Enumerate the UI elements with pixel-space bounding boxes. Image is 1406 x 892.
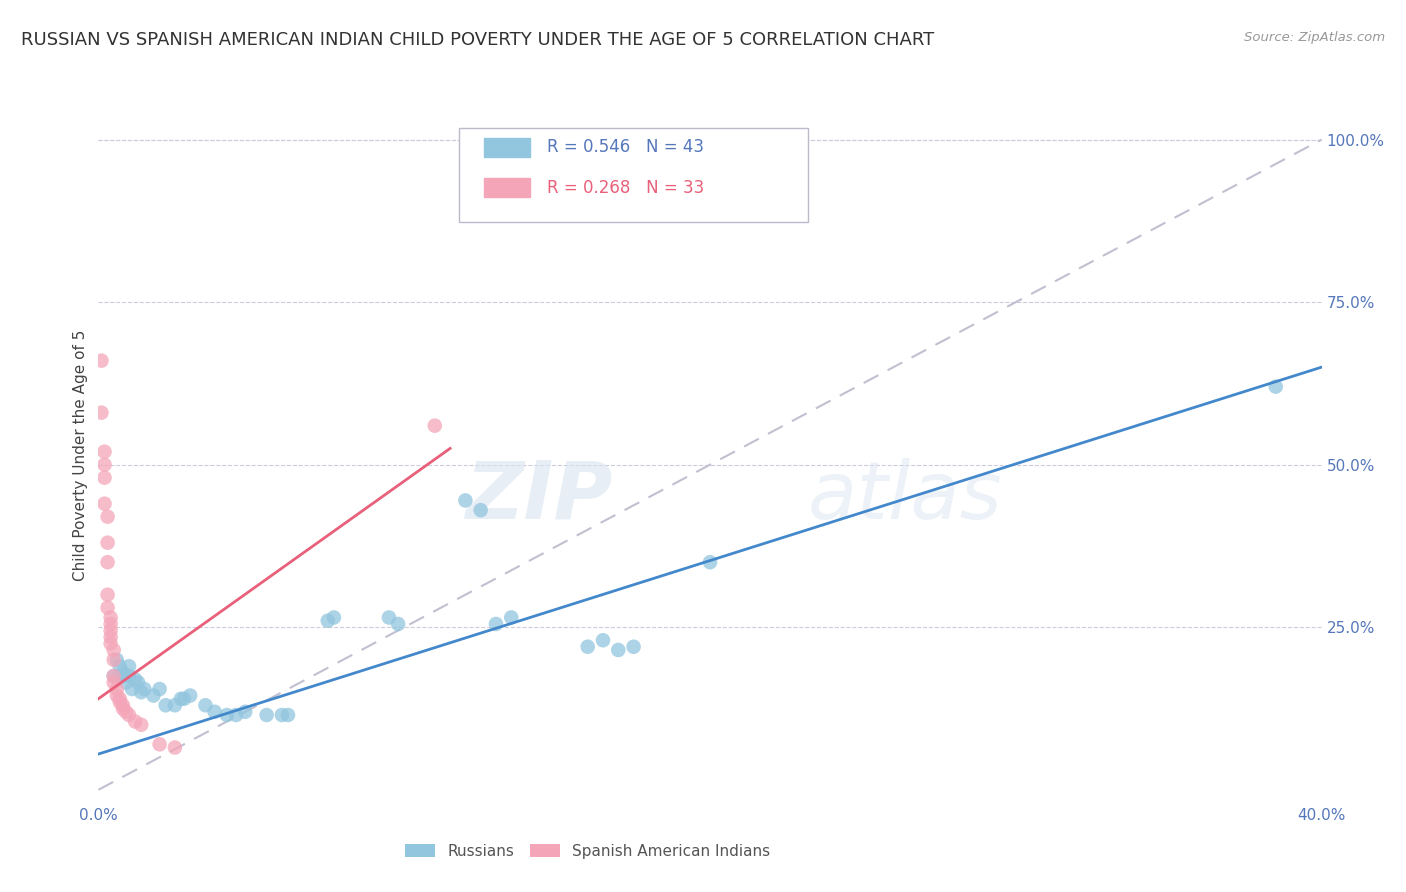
Point (129, 685, 152, 699)
Point (163, 698, 186, 713)
Point (103, 675, 125, 690)
Point (111, 701, 134, 715)
Point (103, 643, 125, 657)
Point (111, 665, 134, 680)
Point (592, 633, 614, 648)
Point (97, 588, 120, 602)
Point (105, 653, 128, 667)
Point (124, 672, 146, 686)
Point (115, 675, 138, 690)
Point (173, 691, 195, 706)
Point (100, 630, 122, 644)
Point (134, 681, 156, 696)
Point (100, 610, 122, 624)
Point (423, 418, 446, 433)
Point (1264, 379, 1286, 393)
Point (225, 708, 247, 723)
Point (121, 681, 143, 696)
Point (108, 691, 131, 706)
Point (607, 643, 630, 657)
Point (103, 669, 125, 683)
Point (93, 497, 115, 511)
Point (97, 535, 120, 549)
Point (179, 689, 201, 703)
Point (97, 555, 120, 569)
Text: Source: ZipAtlas.com: Source: ZipAtlas.com (1244, 31, 1385, 45)
Y-axis label: Child Poverty Under the Age of 5: Child Poverty Under the Age of 5 (73, 329, 89, 581)
Point (316, 614, 339, 628)
Point (93, 458, 115, 472)
Point (100, 636, 122, 650)
Point (124, 714, 146, 729)
Point (100, 617, 122, 632)
Point (270, 708, 292, 723)
Point (118, 659, 141, 673)
Point (97, 600, 120, 615)
Point (118, 708, 141, 723)
Point (115, 705, 138, 719)
Point (485, 617, 508, 632)
Point (93, 471, 115, 485)
Point (111, 669, 134, 683)
Point (93, 444, 115, 458)
Text: ZIP: ZIP (465, 458, 612, 536)
Point (100, 624, 122, 638)
Point (277, 708, 299, 723)
Point (155, 698, 177, 713)
Point (387, 617, 409, 632)
Point (322, 610, 344, 624)
Point (111, 698, 134, 713)
FancyBboxPatch shape (484, 178, 530, 197)
Point (215, 708, 238, 723)
Text: atlas: atlas (808, 458, 1002, 536)
Point (108, 669, 131, 683)
Point (256, 708, 278, 723)
Point (233, 705, 256, 719)
Point (108, 695, 131, 709)
Point (127, 675, 149, 690)
Point (699, 555, 721, 569)
Point (103, 653, 125, 667)
Point (623, 640, 645, 654)
Text: R = 0.546   N = 43: R = 0.546 N = 43 (547, 138, 704, 156)
Point (142, 689, 165, 703)
FancyBboxPatch shape (460, 128, 808, 222)
FancyBboxPatch shape (484, 137, 530, 157)
Point (108, 659, 131, 673)
Point (105, 689, 128, 703)
Point (90, 353, 112, 368)
Point (204, 705, 226, 719)
Point (501, 610, 523, 624)
Point (170, 691, 193, 706)
Point (163, 740, 186, 755)
Point (194, 698, 217, 713)
Text: RUSSIAN VS SPANISH AMERICAN INDIAN CHILD POVERTY UNDER THE AGE OF 5 CORRELATION : RUSSIAN VS SPANISH AMERICAN INDIAN CHILD… (21, 31, 935, 49)
Point (576, 640, 599, 654)
Text: R = 0.268   N = 33: R = 0.268 N = 33 (547, 178, 704, 197)
Point (105, 681, 128, 696)
Point (454, 493, 477, 508)
Point (90, 406, 112, 420)
Legend: Russians, Spanish American Indians: Russians, Spanish American Indians (399, 838, 776, 864)
Point (378, 610, 401, 624)
Point (149, 681, 172, 696)
Point (103, 669, 125, 683)
Point (129, 718, 152, 732)
Point (118, 669, 141, 683)
Point (97, 509, 120, 524)
Point (470, 503, 492, 517)
Point (149, 737, 172, 751)
